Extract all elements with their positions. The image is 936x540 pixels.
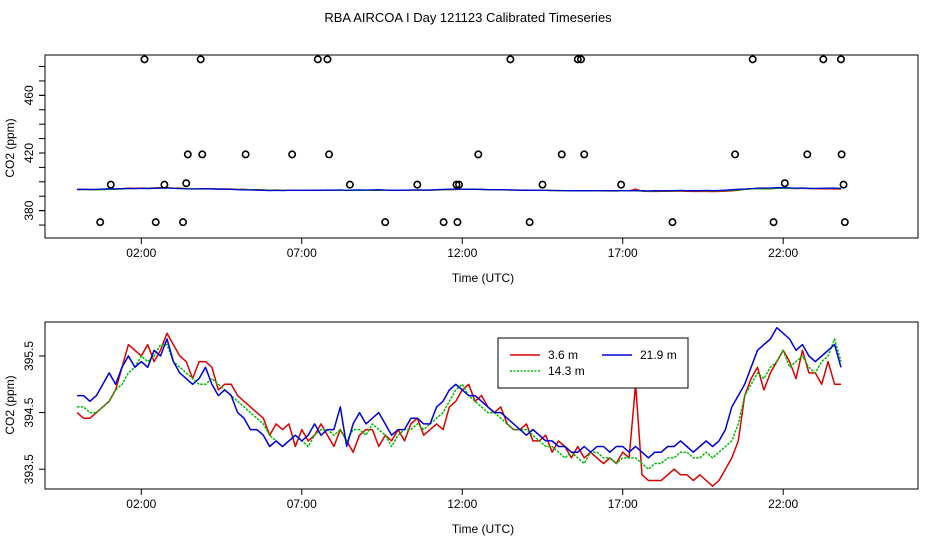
top-y-tick-label-1: 420 [22,143,36,163]
bottom-x-axis-label: Time (UTC) [452,522,514,536]
scatter-point-27 [573,55,582,64]
scatter-point-31 [668,218,677,227]
top-plot-frame [44,54,919,239]
scatter-point-1 [106,180,115,189]
bot-x-tick-label-2: 12:00 [447,497,477,511]
scatter-point-30 [617,180,626,189]
scatter-point-21 [455,180,464,189]
scatter-point-0 [96,218,105,227]
bottom-x-axis: 02:00 07:00 12:00 17:00 22:00 [126,489,799,511]
scatter-point-25 [538,180,547,189]
scatter-point-24 [525,218,534,227]
scatter-point-20 [453,218,462,227]
chart-title: RBA AIRCOA I Day 121123 Calibrated Times… [324,10,612,25]
scatter-point-26 [557,150,566,159]
scatter-point-17 [413,180,422,189]
top-y-tick-label-0: 380 [22,200,36,220]
bottom-panel: 02:00 07:00 12:00 17:00 22:00 393.5 394.5 395.… [3,321,919,536]
scatter-point-14 [325,150,334,159]
scatter-point-13 [323,55,332,64]
scatter-point-33 [748,55,757,64]
scatter-point-41 [840,218,849,227]
top-x-tick-label-2: 12:00 [447,246,477,260]
bottom-y-axis-label: CO2 (ppm) [3,375,17,434]
scatter-point-9 [196,55,205,64]
scatter-point-18 [439,218,448,227]
top-scatter-points [96,55,849,227]
scatter-point-12 [313,55,322,64]
bot-x-tick-label-3: 17:00 [608,497,638,511]
scatter-point-11 [288,150,297,159]
top-x-axis: 02:00 07:00 12:00 17:00 22:00 [126,238,799,260]
bot-x-tick-label-0: 02:00 [126,497,156,511]
scatter-point-2 [140,55,149,64]
legend: 3.6 m 21.9 m 14.3 m [497,337,689,389]
scatter-point-39 [837,150,846,159]
bottom-y-axis: 393.5 394.5 395.5 [22,341,45,484]
top-x-axis-label: Time (UTC) [452,271,514,285]
top-series-21-9-m [77,186,842,192]
scatter-point-6 [182,179,191,188]
scatter-point-16 [381,218,390,227]
top-x-tick-label-0: 02:00 [126,246,156,260]
scatter-point-15 [345,180,354,189]
top-y-axis: 380 420 460 [22,66,45,226]
legend-box [497,337,689,389]
legend-label-3-6m: 3.6 m [548,348,578,362]
scatter-point-40 [839,180,848,189]
scatter-point-28 [576,55,585,64]
top-x-tick-label-1: 07:00 [287,246,317,260]
scatter-point-32 [731,150,740,159]
top-series-lines [77,186,842,193]
bot-y-tick-label-0: 393.5 [22,454,36,484]
scatter-point-8 [198,150,207,159]
bottom-plot-frame [44,321,919,490]
scatter-point-22 [474,150,483,159]
scatter-point-37 [819,55,828,64]
top-x-tick-label-4: 22:00 [768,246,798,260]
scatter-point-19 [452,180,461,189]
scatter-point-38 [836,55,845,64]
bot-x-tick-label-4: 22:00 [768,497,798,511]
bot-x-tick-label-1: 07:00 [287,497,317,511]
top-x-tick-label-3: 17:00 [608,246,638,260]
scatter-point-36 [803,150,812,159]
bot-series-14-3-m [77,338,842,470]
scatter-point-34 [769,218,778,227]
top-y-tick-label-2: 460 [22,85,36,105]
top-panel: 02:00 07:00 12:00 17:00 22:00 380 420 460 Time… [3,54,919,285]
scatter-point-23 [506,55,515,64]
scatter-point-10 [241,150,250,159]
scatter-point-35 [780,179,789,188]
bot-y-tick-label-2: 395.5 [22,341,36,371]
scatter-point-7 [183,150,192,159]
scatter-point-4 [160,180,169,189]
bot-series-21-9-m [77,326,842,459]
bot-series-3-6-m [76,332,841,487]
legend-label-14-3m: 14.3 m [548,364,585,378]
top-y-axis-label: CO2 (ppm) [3,118,17,177]
scatter-point-3 [151,218,160,227]
scatter-point-29 [580,150,589,159]
legend-label-21-9m: 21.9 m [640,348,677,362]
bot-y-tick-label-1: 394.5 [22,397,36,427]
bottom-series-lines [76,326,842,487]
scatter-point-5 [179,218,188,227]
